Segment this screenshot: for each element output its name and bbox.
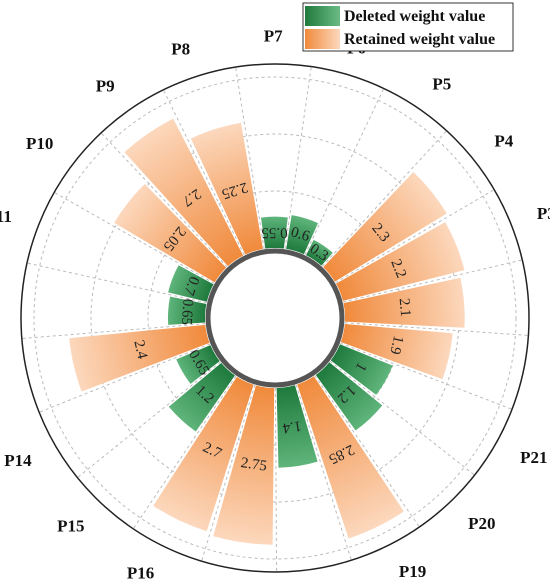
grid-spoke	[295, 384, 352, 561]
grid-circle	[33, 76, 517, 560]
legend: Deleted weight value Retained weight val…	[302, 2, 514, 52]
bar-p10	[114, 184, 227, 283]
category-label-p10: P10	[26, 134, 53, 153]
bar-p5	[306, 239, 333, 266]
category-labels: P1P2P3P4P5P6P7P8P9P10P11P12P13P14P15P16P…	[0, 27, 550, 583]
category-label-p5: P5	[432, 75, 451, 94]
value-label-p7: 0.55	[261, 224, 287, 240]
legend-label-retained: Retained weight value	[344, 31, 495, 48]
bar-p14	[176, 345, 220, 384]
legend-label-deleted: Deleted weight value	[344, 8, 485, 25]
inner-ring	[205, 248, 345, 388]
bar-p16	[153, 376, 254, 532]
bar-p1	[340, 323, 453, 380]
category-label-p19: P19	[399, 562, 426, 581]
grid-spoke	[21, 323, 206, 340]
grid-spoke	[201, 384, 256, 562]
category-label-p14: P14	[4, 451, 32, 470]
bar-p3	[335, 222, 465, 301]
category-label-p3: P3	[537, 204, 550, 223]
bar-p15	[168, 362, 235, 432]
grid-spoke	[132, 375, 237, 530]
category-label-p15: P15	[57, 516, 84, 535]
grid-spoke	[344, 322, 529, 336]
value-label-p13: 2.4	[130, 339, 150, 361]
value-label-p16: 2.7	[200, 440, 224, 463]
grid-spoke	[335, 189, 495, 284]
grid-spoke	[77, 361, 221, 478]
bar-p17	[213, 385, 275, 545]
bar-p13	[69, 324, 210, 392]
category-label-p8: P8	[171, 40, 190, 59]
bar-p6	[286, 215, 319, 255]
legend-swatch-deleted	[305, 6, 340, 26]
value-label-p6: 0.6	[289, 224, 312, 245]
inner-ring-stroke	[205, 248, 345, 388]
outer-ring	[20, 63, 530, 573]
grid-spoke	[321, 130, 447, 267]
grid-spoke	[274, 387, 278, 572]
bar-p12	[167, 296, 207, 325]
value-label-p1: 1.9	[386, 334, 406, 356]
polar-grid	[20, 63, 530, 573]
grid-spoke	[26, 262, 207, 304]
grid-spoke	[340, 342, 513, 410]
category-label-p21: P21	[520, 448, 547, 467]
value-label-p12: 0.65	[178, 298, 196, 325]
category-label-p4: P4	[494, 131, 513, 150]
grid-spoke	[343, 259, 523, 303]
category-label-p16: P16	[127, 563, 154, 582]
category-label-p11: P11	[0, 207, 12, 226]
bar-p9	[124, 118, 244, 267]
value-label-p3: 2.2	[387, 257, 409, 280]
category-label-p20: P20	[468, 514, 495, 533]
bar-p2	[343, 277, 465, 328]
inner-fill	[205, 248, 345, 388]
grid-spoke	[329, 360, 475, 476]
grid-spoke	[162, 89, 245, 256]
value-label-p18: 1.4	[281, 417, 303, 436]
bars	[69, 118, 465, 545]
bar-p11	[168, 265, 214, 302]
bar-p7	[260, 216, 288, 249]
grid-spoke	[38, 343, 211, 413]
grid-spoke	[304, 88, 385, 255]
grid-spoke	[314, 375, 420, 528]
bar-p19	[297, 376, 404, 539]
bar-p4	[323, 172, 447, 282]
category-label-p7: P7	[264, 27, 283, 46]
category-label-p9: P9	[96, 76, 115, 95]
grid-spoke	[100, 132, 228, 268]
bar-p21	[330, 344, 393, 395]
grid-spoke	[284, 66, 312, 249]
grid-spoke	[53, 191, 215, 284]
bar-p18	[276, 385, 318, 468]
bar-p8	[190, 122, 263, 255]
value-label-p2: 2.1	[396, 297, 413, 317]
value-label-p17: 2.75	[240, 455, 268, 475]
bar-p20	[315, 362, 383, 431]
grid-spoke	[235, 67, 265, 249]
value-label-p11: 0.7	[180, 274, 202, 298]
legend-swatch-retained	[305, 29, 340, 49]
value-label-p8: 2.25	[220, 179, 250, 202]
